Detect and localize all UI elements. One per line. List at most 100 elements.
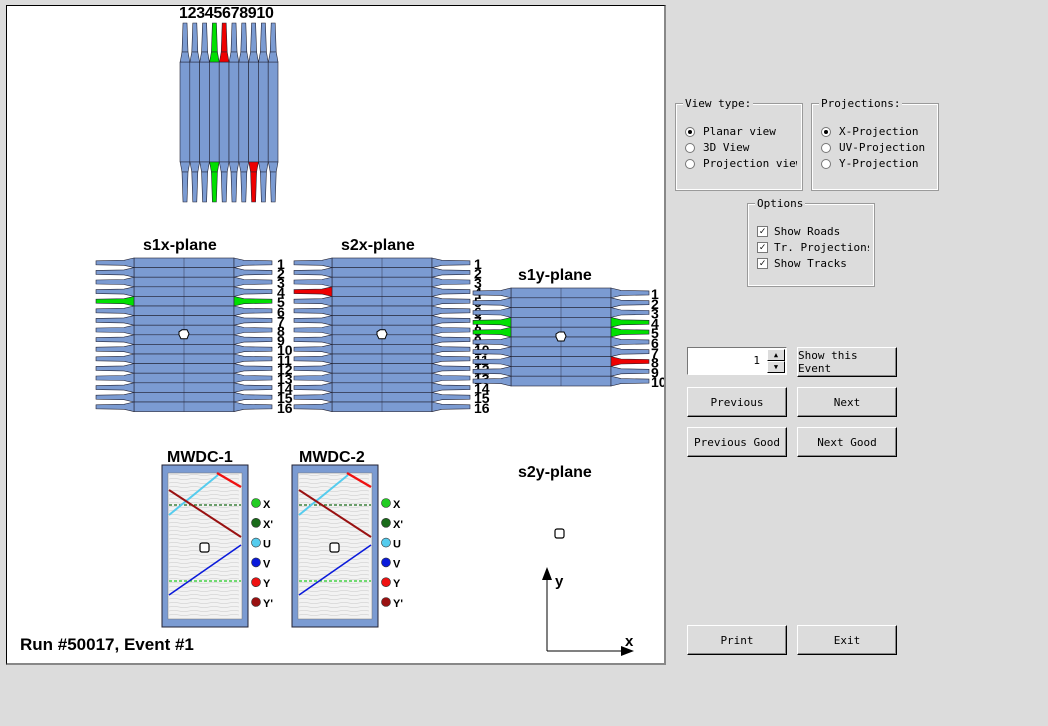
s2x-light-guide-left bbox=[293, 353, 333, 364]
print-button[interactable]: Print bbox=[687, 625, 787, 655]
previous-good-button[interactable]: Previous Good bbox=[687, 427, 787, 457]
mwdc-1-wire bbox=[168, 526, 240, 528]
top-paddle-light-guide bbox=[240, 22, 248, 53]
exit-button[interactable]: Exit bbox=[797, 625, 897, 655]
view-type-3d-option[interactable]: 3D View bbox=[685, 141, 749, 154]
previous-button[interactable]: Previous bbox=[687, 387, 787, 417]
event-number-value[interactable]: 1 bbox=[753, 354, 760, 367]
mwdc-2-wire bbox=[298, 614, 370, 616]
mwdc-2-legend-label: X bbox=[393, 499, 401, 511]
s1y-paddle-number: 5 bbox=[651, 325, 659, 341]
s1x-light-guide-left bbox=[95, 315, 135, 326]
s2x-light-guide-left bbox=[293, 363, 333, 374]
checkbox-checked-icon[interactable]: ✓ bbox=[757, 242, 768, 253]
spin-down-icon[interactable]: ▼ bbox=[767, 361, 785, 373]
mwdc-1-legend-dot-icon bbox=[251, 537, 261, 548]
s2x-light-guide-left bbox=[293, 296, 333, 307]
mwdc-1-u-track bbox=[168, 474, 219, 516]
y-axis-label: y bbox=[555, 573, 564, 590]
mwdc-2-wire bbox=[298, 518, 370, 520]
mwdc-2-y-track bbox=[346, 471, 372, 489]
show-tracks-option[interactable]: ✓ Show Tracks bbox=[757, 257, 847, 270]
s1x-paddle-number: 12 bbox=[277, 361, 293, 377]
s1y-light-guide-right bbox=[610, 326, 650, 338]
mwdc-2-wire bbox=[298, 554, 370, 556]
s2x-light-guide-right bbox=[431, 296, 471, 307]
top-paddle-light-guide bbox=[211, 171, 218, 203]
mwdc-1-target-marker bbox=[199, 542, 210, 553]
radio-selected-icon[interactable] bbox=[821, 126, 831, 137]
s1x-light-guide-left bbox=[95, 324, 135, 336]
s1x-light-guide-right bbox=[233, 382, 273, 393]
mwdc-2-wire bbox=[298, 522, 370, 524]
mwdc-2-wire bbox=[298, 558, 370, 560]
next-button[interactable]: Next bbox=[797, 387, 897, 417]
mwdc-2-legend-dot-icon bbox=[381, 577, 391, 588]
mwdc-2-v-track bbox=[298, 544, 372, 596]
s1x-paddle-number: 9 bbox=[277, 333, 285, 349]
s1x-light-guide-right bbox=[233, 401, 273, 412]
s2x-light-guide-left bbox=[293, 315, 333, 326]
s1y-paddle-number: 1 bbox=[651, 286, 659, 302]
mwdc-1-wire bbox=[168, 610, 240, 612]
s1x-light-guide-left bbox=[95, 392, 135, 403]
top-paddle-taper bbox=[189, 51, 200, 63]
next-good-button[interactable]: Next Good bbox=[797, 427, 897, 457]
view-type-planar-option[interactable]: Planar view bbox=[685, 125, 776, 138]
s1y-paddle-number: 2 bbox=[651, 296, 659, 312]
s1x-paddle-number: 3 bbox=[277, 275, 285, 291]
mwdc-1-wire bbox=[168, 538, 240, 540]
mwdc-2-wire bbox=[298, 514, 370, 516]
spin-up-icon[interactable]: ▲ bbox=[767, 349, 785, 361]
top-paddle-light-guide bbox=[220, 171, 228, 203]
mwdc-1-wire bbox=[168, 578, 240, 580]
show-roads-option[interactable]: ✓ Show Roads bbox=[757, 225, 840, 238]
mwdc-1-wire bbox=[168, 498, 240, 500]
mwdc-2-target-marker bbox=[329, 542, 340, 553]
checkbox-checked-icon[interactable]: ✓ bbox=[757, 226, 768, 237]
mwdc-2-wire bbox=[298, 482, 370, 484]
mwdc-2-wire bbox=[298, 598, 370, 600]
view-type-projection-option[interactable]: Projection view bbox=[685, 157, 797, 170]
mwdc-2-wire bbox=[298, 566, 370, 568]
mwdc-2-u-track bbox=[298, 474, 349, 516]
s2x-light-guide-right bbox=[431, 257, 471, 268]
s1x-light-guide-right bbox=[233, 372, 273, 384]
top-paddle-taper bbox=[199, 51, 210, 63]
radio-selected-icon[interactable] bbox=[685, 126, 695, 137]
event-number-spinbox[interactable]: 1 ▲ ▼ bbox=[687, 347, 787, 375]
mwdc-2-wire bbox=[298, 502, 370, 504]
mwdc-2-wire bbox=[298, 594, 370, 596]
mwdc-1-legend-label: X bbox=[263, 499, 271, 511]
mwdc-1-wire bbox=[168, 494, 240, 496]
x-projection-option[interactable]: X-Projection bbox=[821, 125, 918, 138]
checkbox-checked-icon[interactable]: ✓ bbox=[757, 258, 768, 269]
s1x-paddle-number: 11 bbox=[277, 352, 292, 368]
radio-icon[interactable] bbox=[821, 142, 831, 153]
s1x-light-guide-right bbox=[233, 392, 273, 403]
mwdc-1-wire bbox=[168, 474, 240, 476]
option-label: Show Tracks bbox=[774, 257, 847, 270]
mwdc-1-legend-dot-icon bbox=[251, 577, 261, 588]
top-paddle-light-guide bbox=[269, 22, 277, 53]
mwdc-2-wire bbox=[298, 498, 370, 500]
mwdc-2-wire bbox=[298, 494, 370, 496]
s2x-paddle-number: 15 bbox=[474, 390, 490, 406]
radio-icon[interactable] bbox=[685, 158, 695, 169]
top-paddle bbox=[189, 61, 200, 163]
top-paddle-light-guide bbox=[201, 171, 208, 203]
uv-projection-option[interactable]: UV-Projection bbox=[821, 141, 925, 154]
s1y-plane-title: s1y-plane bbox=[518, 267, 592, 284]
s2x-light-guide-right bbox=[431, 286, 471, 297]
y-projection-option[interactable]: Y-Projection bbox=[821, 157, 918, 170]
radio-icon[interactable] bbox=[685, 142, 695, 153]
tr-projections-option[interactable]: ✓ Tr. Projections bbox=[757, 241, 869, 254]
mwdc-1-yprime-track bbox=[168, 489, 242, 538]
show-this-event-button[interactable]: Show this Event bbox=[797, 347, 897, 377]
s2x-paddle-number: 2 bbox=[474, 265, 482, 281]
radio-icon[interactable] bbox=[821, 158, 831, 169]
s2x-light-guide-right bbox=[431, 267, 471, 278]
top-paddle-light-guide bbox=[250, 171, 257, 203]
s1y-light-guide-right bbox=[610, 346, 650, 357]
s1y-light-guide-right bbox=[610, 307, 650, 318]
